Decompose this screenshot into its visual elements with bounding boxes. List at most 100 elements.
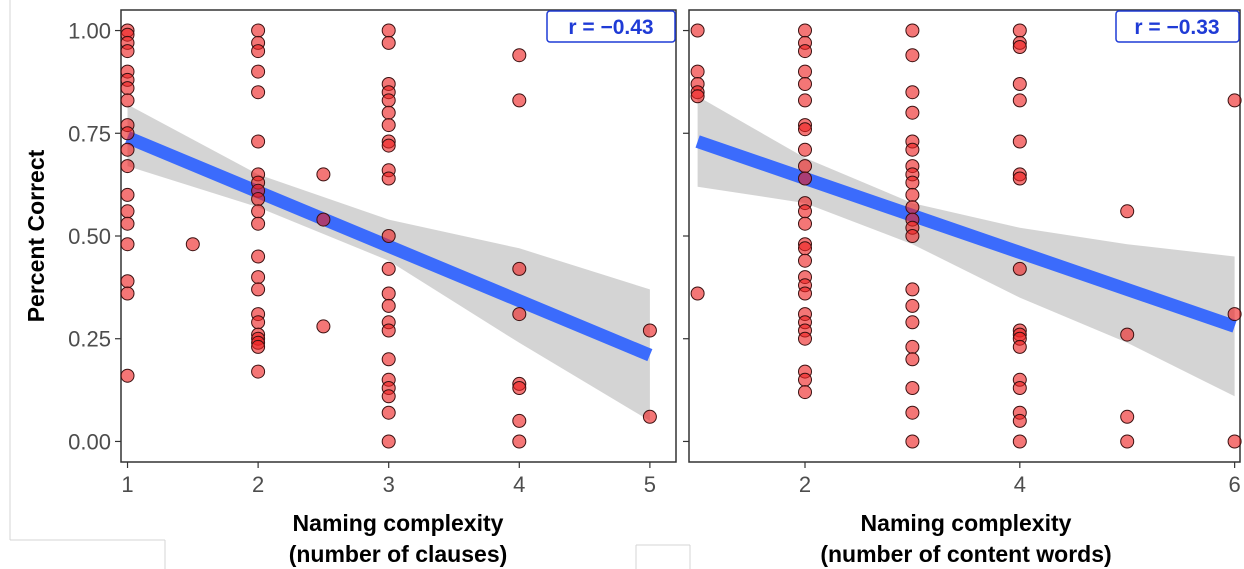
data-point: [381, 298, 396, 313]
data-point: [251, 64, 266, 79]
y-ticks-layer: 0.00 0.25 0.50 0.75 1.00: [68, 19, 121, 454]
data-point: [690, 89, 705, 104]
y-tick-label: 0.25: [68, 327, 111, 352]
correlation-box: [546, 10, 676, 43]
data-point: [1227, 93, 1242, 108]
data-point: [798, 253, 812, 268]
y-tick-label: 0.50: [68, 224, 111, 249]
data-point: [905, 381, 920, 395]
data-point: [1012, 40, 1027, 54]
data-point: [381, 352, 396, 367]
data-point: [120, 93, 135, 108]
data-point: [905, 282, 920, 297]
data-point: [798, 77, 812, 91]
data-point: [512, 434, 527, 449]
x-tick-label: 4: [1014, 472, 1026, 497]
data-point: [251, 44, 266, 59]
data-point: [120, 204, 135, 219]
data-point: [381, 389, 396, 404]
data-point: [251, 315, 266, 330]
data-point: [381, 118, 396, 133]
data-point: [905, 200, 920, 215]
data-point: [798, 286, 812, 301]
data-point: [905, 105, 920, 120]
data-point: [251, 204, 266, 219]
data-point: [381, 323, 396, 338]
y-tick-label: 0.00: [68, 429, 111, 454]
data-point: [798, 64, 812, 79]
data-point: [1012, 413, 1027, 428]
data-point: [642, 409, 657, 424]
data-point: [251, 364, 266, 379]
data-point: [905, 405, 920, 420]
y-ticks-layer: [683, 29, 689, 443]
data-point: [690, 286, 705, 301]
data-point: [905, 23, 920, 38]
data-point: [905, 298, 920, 313]
data-point: [905, 187, 920, 202]
data-point: [1012, 93, 1027, 108]
data-point: [120, 216, 135, 231]
data-point: [381, 138, 396, 153]
data-point: [798, 159, 812, 174]
x-axis-title-line1: Naming complexity: [293, 510, 504, 536]
data-point: [120, 286, 135, 301]
data-point: [1120, 409, 1135, 424]
data-point: [1012, 381, 1027, 395]
panel-content-words: 2 4 6 r = −0.33 Naming complexity (number …: [683, 9, 1242, 567]
data-point: [316, 212, 331, 227]
data-point: [905, 229, 920, 243]
x-tick-label: 1: [121, 472, 133, 497]
data-point: [1012, 23, 1027, 38]
data-point: [798, 122, 812, 137]
data-point: [905, 315, 920, 330]
x-axis-title-line1: Naming complexity: [861, 510, 1072, 536]
data-point: [120, 81, 135, 96]
data-point: [1227, 307, 1242, 322]
data-point: [798, 93, 812, 108]
data-point: [512, 307, 527, 322]
data-point: [905, 85, 920, 100]
data-point: [251, 216, 266, 231]
data-point: [120, 159, 135, 174]
data-point: [1227, 434, 1242, 449]
x-tick-label: 2: [799, 472, 811, 497]
x-tick-label: 2: [252, 472, 264, 497]
x-axis-title-line2: (number of clauses): [289, 541, 508, 567]
data-point: [690, 23, 705, 38]
x-ticks-layer: 2 4 6: [799, 462, 1241, 497]
data-point: [642, 323, 657, 338]
y-tick-label: 0.75: [68, 121, 111, 146]
data-point: [120, 142, 135, 157]
data-point: [381, 261, 396, 276]
data-point: [905, 142, 920, 157]
data-point: [1012, 261, 1027, 276]
data-point: [798, 216, 812, 231]
correlation-label: r = −0.33: [1134, 16, 1219, 39]
data-point: [798, 44, 812, 59]
panel-clauses-border: [120, 9, 677, 463]
data-point: [381, 105, 396, 120]
data-point: [1012, 434, 1027, 449]
data-point: [512, 381, 527, 395]
data-point: [251, 282, 266, 297]
x-tick-label: 5: [644, 472, 656, 497]
data-point: [381, 405, 396, 420]
points-layer: [690, 23, 1242, 449]
data-point: [905, 352, 920, 367]
data-point: [798, 385, 812, 400]
data-point: [185, 237, 200, 252]
data-point: [381, 35, 396, 50]
data-point: [1120, 204, 1135, 219]
data-point: [798, 171, 812, 186]
data-point: [512, 413, 527, 428]
regression-line: [695, 135, 1237, 333]
data-point: [905, 434, 920, 449]
data-point: [251, 249, 266, 264]
data-point: [905, 175, 920, 190]
data-point: [251, 270, 266, 285]
x-ticks-layer: 1 2 3 4 5: [121, 462, 656, 497]
data-point: [120, 187, 135, 202]
panel-clauses: 0.00 0.25 0.50 0.75 1.00 1 2 3 4 5 r = −0.43 Nam…: [68, 9, 677, 567]
x-axis-title-line2: (number of content words): [820, 541, 1111, 567]
